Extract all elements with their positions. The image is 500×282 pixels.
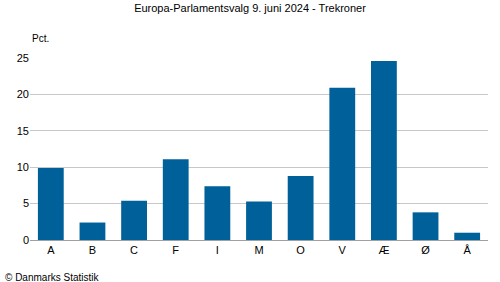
svg-text:O: O <box>296 244 305 256</box>
svg-text:Pct.: Pct. <box>32 33 49 44</box>
svg-text:I: I <box>216 244 219 256</box>
svg-text:10: 10 <box>17 161 29 173</box>
svg-text:5: 5 <box>23 197 29 209</box>
svg-text:Ø: Ø <box>421 244 430 256</box>
svg-text:V: V <box>339 244 347 256</box>
svg-text:Å: Å <box>464 244 472 256</box>
svg-text:20: 20 <box>17 88 29 100</box>
svg-text:F: F <box>172 244 179 256</box>
svg-text:15: 15 <box>17 125 29 137</box>
svg-text:Europa-Parlamentsvalg 9. juni: Europa-Parlamentsvalg 9. juni 2024 - Tre… <box>134 2 366 14</box>
svg-text:A: A <box>47 244 55 256</box>
svg-text:M: M <box>254 244 263 256</box>
svg-text:© Danmarks Statistik: © Danmarks Statistik <box>5 272 100 282</box>
svg-text:0: 0 <box>23 234 29 246</box>
svg-text:Æ: Æ <box>378 244 389 256</box>
svg-text:25: 25 <box>17 52 29 64</box>
svg-text:C: C <box>130 244 138 256</box>
svg-text:B: B <box>89 244 96 256</box>
